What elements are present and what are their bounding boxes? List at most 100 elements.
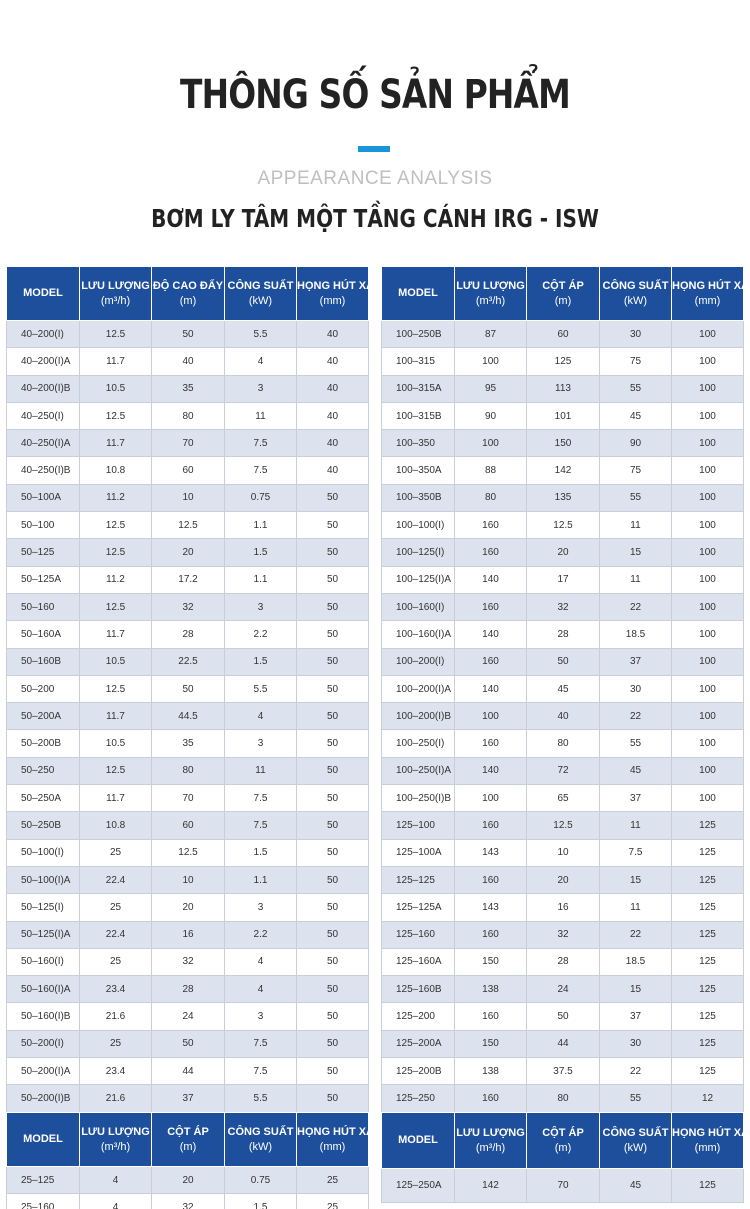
cell-port: 100 <box>671 674 744 704</box>
table-row: 50–200(I) 25 50 7.5 50 <box>6 1029 369 1059</box>
cell-model: 125–100A <box>381 838 455 867</box>
cell-port: 50 <box>296 811 369 840</box>
cell-power: 55 <box>599 729 672 758</box>
cell-power: 5.5 <box>224 674 297 704</box>
spec-table-right: MODEL LƯU LƯỢNG (m³/h) CỘT ÁP (m) CÔNG SUẤT (k… <box>381 266 744 1113</box>
cell-port: 12 <box>671 1084 744 1113</box>
cell-port: 100 <box>671 429 744 458</box>
cell-power: 15 <box>599 865 672 895</box>
table-row: 100–250(I)B 100 65 37 100 <box>381 784 744 813</box>
table-row: 50–250B 10.8 60 7.5 50 <box>6 811 369 840</box>
table-row: 125–160B 138 24 15 125 <box>381 975 744 1004</box>
table-row: 100–350B 80 135 55 100 <box>381 483 744 513</box>
cell-port: 50 <box>296 1057 369 1086</box>
column-header-port-label: HỌNG HÚT XẢ <box>672 279 744 292</box>
cell-power: 37 <box>599 1002 672 1031</box>
cell-head: 12.5 <box>151 838 225 867</box>
cell-flow: 143 <box>454 838 527 867</box>
table-row: 50–200(I)A 23.4 44 7.5 50 <box>6 1057 369 1086</box>
cell-head: 80 <box>151 401 225 431</box>
cell-port: 100 <box>671 401 744 431</box>
cell-power: 11 <box>224 756 297 786</box>
cell-port: 50 <box>296 620 369 649</box>
cell-power: 45 <box>599 1168 672 1203</box>
cell-flow: 138 <box>454 1057 527 1086</box>
cell-head: 17 <box>526 565 600 594</box>
cell-model: 50–160A <box>6 620 80 649</box>
cell-port: 100 <box>671 784 744 813</box>
column-header-power: CÔNG SUẤT (kW) <box>599 1112 672 1169</box>
cell-head: 50 <box>151 319 225 349</box>
cell-power: 22 <box>599 1057 672 1086</box>
cell-power: 3 <box>224 1002 297 1031</box>
cell-head: 50 <box>151 674 225 704</box>
cell-flow: 12.5 <box>79 538 152 567</box>
table-row: 125–160 160 32 22 125 <box>381 920 744 949</box>
cell-flow: 12.5 <box>79 401 152 431</box>
cell-flow: 12.5 <box>79 674 152 704</box>
column-header-model-label: MODEL <box>23 1133 63 1145</box>
cell-power: 4 <box>224 347 297 376</box>
cell-flow: 138 <box>454 975 527 1004</box>
cell-model: 100–200(I)A <box>381 674 455 704</box>
cell-flow: 10.8 <box>79 811 152 840</box>
cell-head: 22.5 <box>151 647 225 676</box>
cell-model: 40–200(I) <box>6 319 80 349</box>
title-accent-bar <box>358 146 390 152</box>
cell-flow: 23.4 <box>79 975 152 1004</box>
column-header-flow: LƯU LƯỢNG (m³/h) <box>79 1112 152 1167</box>
cell-flow: 11.7 <box>79 702 152 731</box>
column-header-flow-label: LƯU LƯỢNG <box>81 1125 150 1138</box>
cell-power: 3 <box>224 893 297 922</box>
cell-head: 35 <box>151 729 225 758</box>
cell-head: 12.5 <box>526 511 600 540</box>
table-row: 25–160 4 32 1.5 25 <box>6 1193 369 1209</box>
column-header-head-unit: (m) <box>554 294 572 307</box>
cell-port: 125 <box>671 1029 744 1059</box>
cell-head: 28 <box>526 620 600 649</box>
table-row: 100–315A 95 113 55 100 <box>381 374 744 403</box>
cell-port: 125 <box>671 947 744 977</box>
column-header-port-unit: (mm) <box>694 294 721 307</box>
table-row: 100–160(I) 160 32 22 100 <box>381 592 744 622</box>
column-header-port-label: HỌNG HÚT XẢ <box>297 279 369 292</box>
column-header-head-unit: (m) <box>179 294 197 307</box>
column-header-flow: LƯU LƯỢNG (m³/h) <box>454 266 527 321</box>
cell-head: 32 <box>151 1193 225 1209</box>
table-row: 50–160(I)B 21.6 24 3 50 <box>6 1002 369 1031</box>
cell-power: 18.5 <box>599 620 672 649</box>
cell-flow: 23.4 <box>79 1057 152 1086</box>
cell-port: 100 <box>671 756 744 786</box>
cell-model: 100–350B <box>381 483 455 513</box>
column-header-power: CÔNG SUẤT (kW) <box>599 266 672 321</box>
cell-power: 7.5 <box>224 1057 297 1086</box>
cell-model: 40–200(I)A <box>6 347 80 376</box>
cell-model: 40–200(I)B <box>6 374 80 403</box>
table-row: 40–200(I)B 10.5 35 3 40 <box>6 374 369 403</box>
cell-head: 80 <box>526 729 600 758</box>
cell-port: 50 <box>296 893 369 922</box>
cell-flow: 90 <box>454 401 527 431</box>
cell-model: 100–160(I) <box>381 592 455 622</box>
cell-model: 125–200A <box>381 1029 455 1059</box>
cell-power: 1.5 <box>224 647 297 676</box>
table-row: 100–315 100 125 75 100 <box>381 347 744 376</box>
cell-model: 100–350 <box>381 429 455 458</box>
table-row: 100–350A 88 142 75 100 <box>381 456 744 485</box>
table-header-row: MODEL LƯU LƯỢNG (m³/h) CỘT ÁP (m) CÔNG SUẤT (k… <box>381 266 744 321</box>
cell-port: 50 <box>296 647 369 676</box>
cell-head: 44 <box>151 1057 225 1086</box>
cell-head: 135 <box>526 483 600 513</box>
cell-model: 50–160(I)B <box>6 1002 80 1031</box>
cell-flow: 160 <box>454 920 527 949</box>
cell-head: 12.5 <box>151 511 225 540</box>
cell-model: 50–250B <box>6 811 80 840</box>
cell-port: 50 <box>296 729 369 758</box>
cell-head: 70 <box>526 1168 600 1203</box>
table-row: 125–125 160 20 15 125 <box>381 865 744 895</box>
cell-flow: 142 <box>454 1168 527 1203</box>
table-row: 50–125(I) 25 20 3 50 <box>6 893 369 922</box>
cell-model: 125–250 <box>381 1084 455 1113</box>
cell-model: 125–200B <box>381 1057 455 1086</box>
cell-model: 100–200(I)B <box>381 702 455 731</box>
